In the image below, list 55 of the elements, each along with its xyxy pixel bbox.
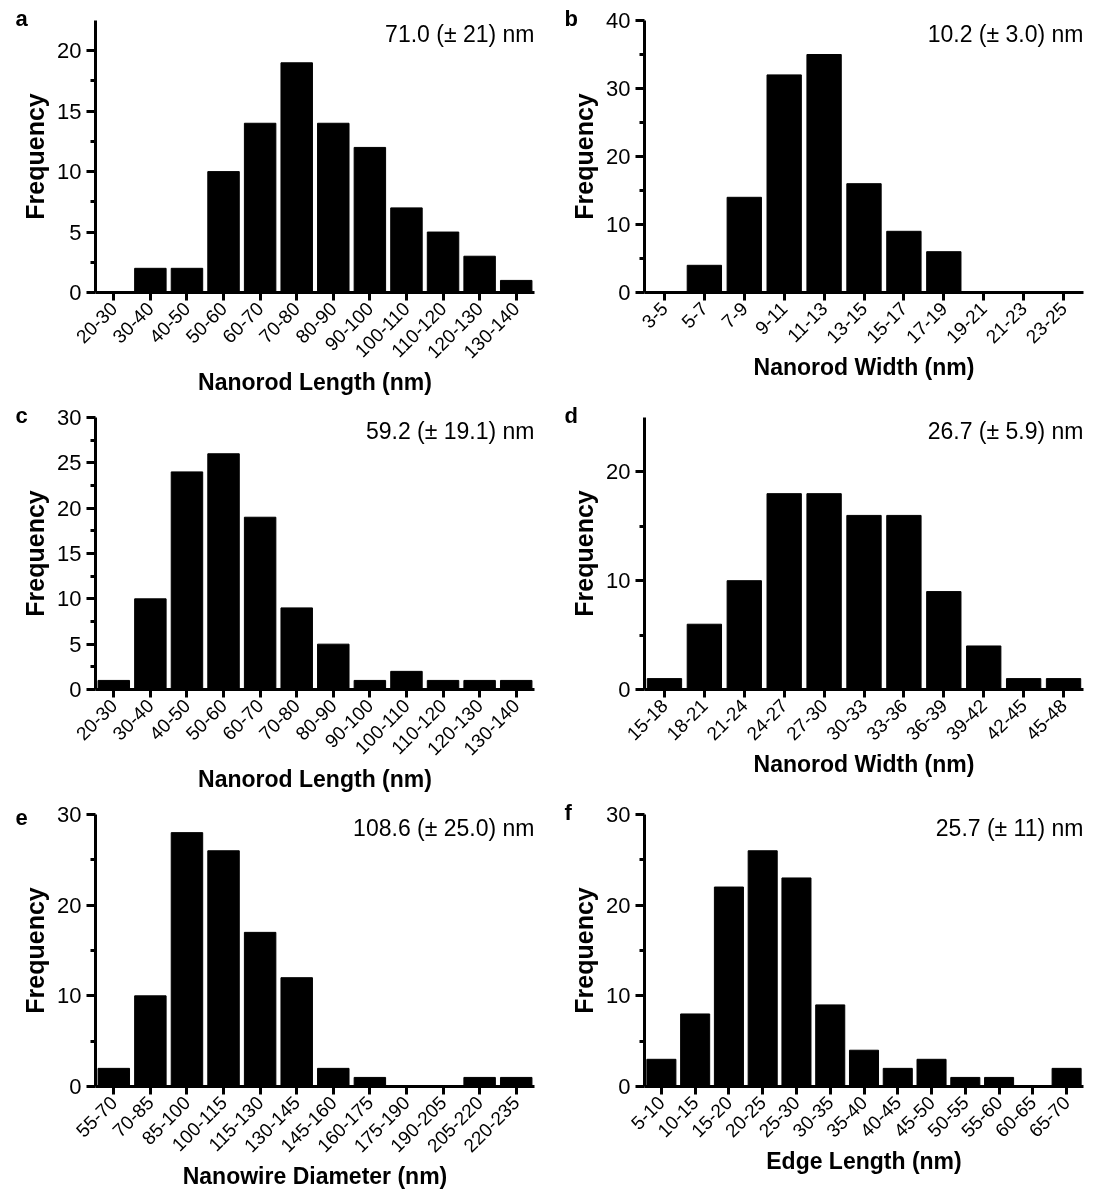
y-tick-label: 5 [69,631,82,657]
x-axis-title: Edge Length (nm) [766,1148,962,1175]
chart-title: a [15,5,29,31]
y-tick-label: 20 [606,459,631,485]
y-tick-label: 0 [618,1074,631,1099]
chart-title: c [15,402,28,428]
y-axis-title: Frequency [21,490,50,617]
y-tick-label: 25 [57,450,82,476]
x-tick-label: 3-5 [637,298,672,333]
x-tick-label: 7-9 [717,298,752,333]
y-tick-label: 10 [57,586,82,612]
x-axis-title: Nanorod Width (nm) [753,354,975,381]
annotation: 59.2 (± 19.1) nm [365,417,535,444]
x-axis-title: Nanorod Length (nm) [198,766,432,792]
y-tick-label: 0 [69,1074,82,1099]
y-tick-label: 20 [57,38,82,64]
y-axis-title: Frequency [570,490,599,617]
y-axis-title: Frequency [21,887,50,1014]
y-axis-title: Frequency [570,93,599,220]
y-tick-label: 5 [69,219,82,245]
annotation: 25.7 (± 11) nm [935,814,1084,841]
x-tick-label: 5-7 [677,298,712,333]
y-tick-label: 20 [57,495,82,521]
y-axis-title: Frequency [570,887,599,1014]
chart-title: b [564,5,578,31]
y-tick-label: 0 [618,677,631,702]
y-tick-label: 20 [606,892,631,918]
y-tick-label: 15 [57,98,82,124]
annotation: 26.7 (± 5.9) nm [927,417,1084,444]
y-tick-label: 0 [69,677,82,702]
x-axis-title: Nanorod Length (nm) [198,369,432,395]
y-tick-label: 10 [57,983,82,1009]
annotation: 108.6 (± 25.0) nm [353,814,535,841]
y-axis-title: Frequency [21,93,50,220]
x-axis-title: Nanorod Width (nm) [753,751,975,778]
y-tick-label: 30 [606,76,631,101]
y-tick-label: 10 [57,159,82,185]
chart-title: e [15,804,28,830]
y-tick-label: 40 [606,8,631,33]
y-tick-label: 0 [618,280,631,305]
chart-title: d [564,402,578,428]
y-tick-label: 15 [57,541,82,566]
y-tick-label: 20 [606,144,631,169]
annotation: 71.0 (± 21) nm [385,20,535,47]
y-tick-label: 10 [606,568,631,594]
y-tick-label: 30 [606,802,631,827]
y-tick-label: 30 [57,405,82,430]
y-tick-label: 20 [57,892,82,918]
annotation: 10.2 (± 3.0) nm [927,20,1084,47]
x-axis-title: Nanowire Diameter (nm) [182,1163,448,1189]
y-tick-label: 10 [606,212,631,237]
chart-title: f [564,799,573,825]
y-tick-label: 10 [606,983,631,1009]
y-tick-label: 30 [57,802,82,827]
y-tick-label: 0 [69,280,82,305]
